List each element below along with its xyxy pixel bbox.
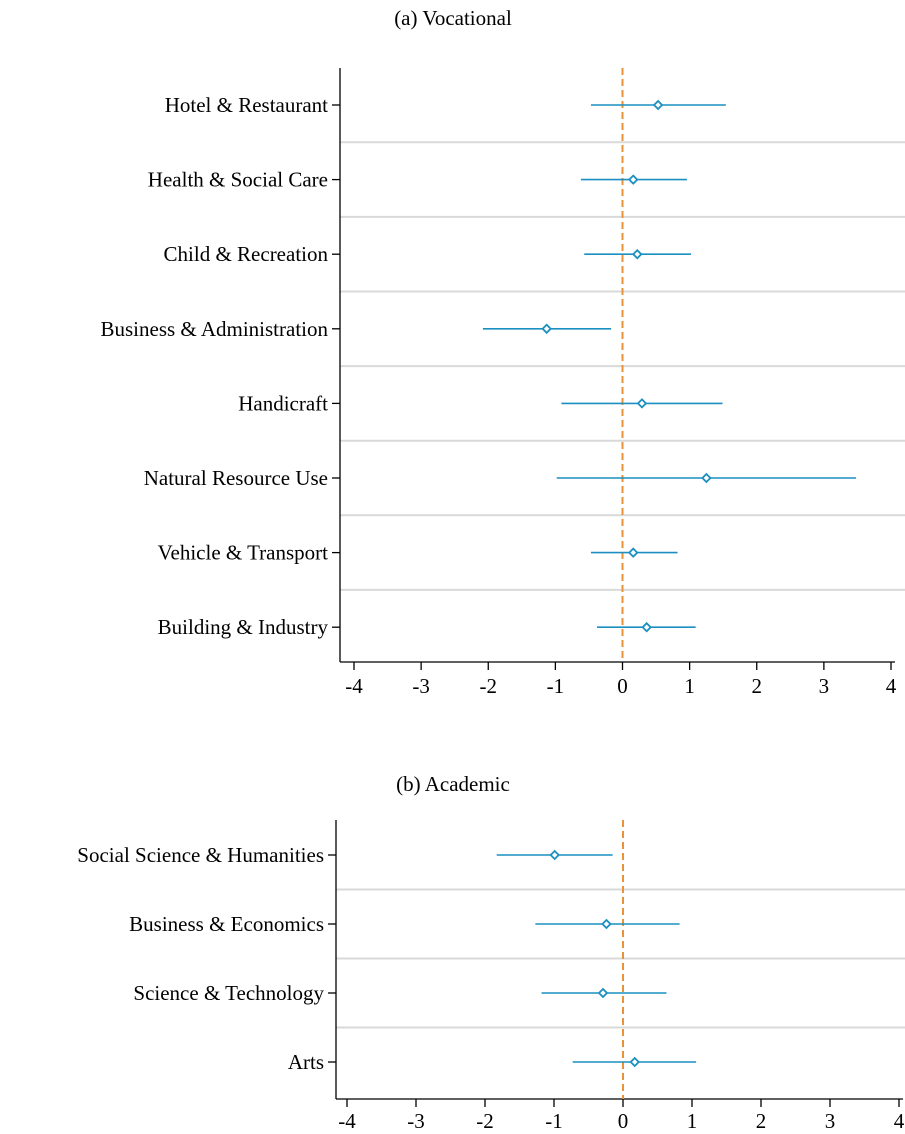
x-tick-label: -4	[345, 674, 363, 698]
panel-academic: (b) Academic -4 -3 -2 -1 0 1 2 3 4 Social Science…	[77, 772, 905, 1133]
point-estimate-marker	[652, 99, 664, 111]
x-tick-label: -1	[547, 674, 565, 698]
point-estimate-marker	[641, 621, 652, 633]
category-label: Social Science & Humanities	[77, 843, 324, 867]
category-label: Hotel & Restaurant	[165, 93, 328, 117]
x-tick-label: -3	[412, 674, 430, 698]
x-tick-label: 4	[894, 1109, 905, 1133]
x-tick-label: 0	[617, 674, 628, 698]
x-tick-label: -4	[338, 1109, 356, 1133]
x-tick-label: -2	[480, 674, 498, 698]
x-tick-label: 3	[819, 674, 830, 698]
point-estimate-marker	[631, 248, 643, 260]
category-label: Arts	[288, 1050, 324, 1074]
category-label: Natural Resource Use	[144, 466, 328, 490]
x-tick-label: 4	[886, 674, 897, 698]
x-tick-label: 3	[825, 1109, 836, 1133]
point-estimate-marker	[627, 174, 639, 185]
x-tick-label: 1	[684, 674, 695, 698]
point-estimate-marker	[627, 547, 639, 558]
point-estimate-marker	[636, 398, 648, 409]
point-estimate-marker	[549, 849, 560, 861]
point-estimate-marker	[541, 323, 552, 335]
point-estimate-marker	[629, 1056, 641, 1068]
x-tick-label: 0	[618, 1109, 629, 1133]
category-label: Vehicle & Transport	[158, 541, 328, 565]
panel-title: (a) Vocational	[394, 6, 512, 30]
category-label: Health & Social Care	[148, 168, 328, 192]
x-tick-label: 1	[687, 1109, 698, 1133]
category-label: Child & Recreation	[164, 242, 329, 266]
panel-vocational: (a) Vocational -4 -3 -2 -1 0 1 2 3 4 Hotel & Rest…	[100, 6, 905, 698]
x-tick-label: -1	[545, 1109, 563, 1133]
point-estimate-marker	[701, 472, 712, 484]
x-tick-label: -3	[407, 1109, 425, 1133]
point-estimate-marker	[601, 918, 612, 930]
x-tick-label: 2	[756, 1109, 767, 1133]
category-label: Science & Technology	[133, 981, 324, 1005]
category-label: Business & Economics	[129, 912, 324, 936]
x-tick-label: -2	[476, 1109, 494, 1133]
panel-title: (b) Academic	[396, 772, 510, 796]
point-estimate-marker	[597, 987, 609, 999]
x-tick-label: 2	[752, 674, 763, 698]
category-label: Handicraft	[238, 391, 328, 415]
category-label: Building & Industry	[158, 615, 329, 639]
category-label: Business & Administration	[100, 317, 328, 341]
